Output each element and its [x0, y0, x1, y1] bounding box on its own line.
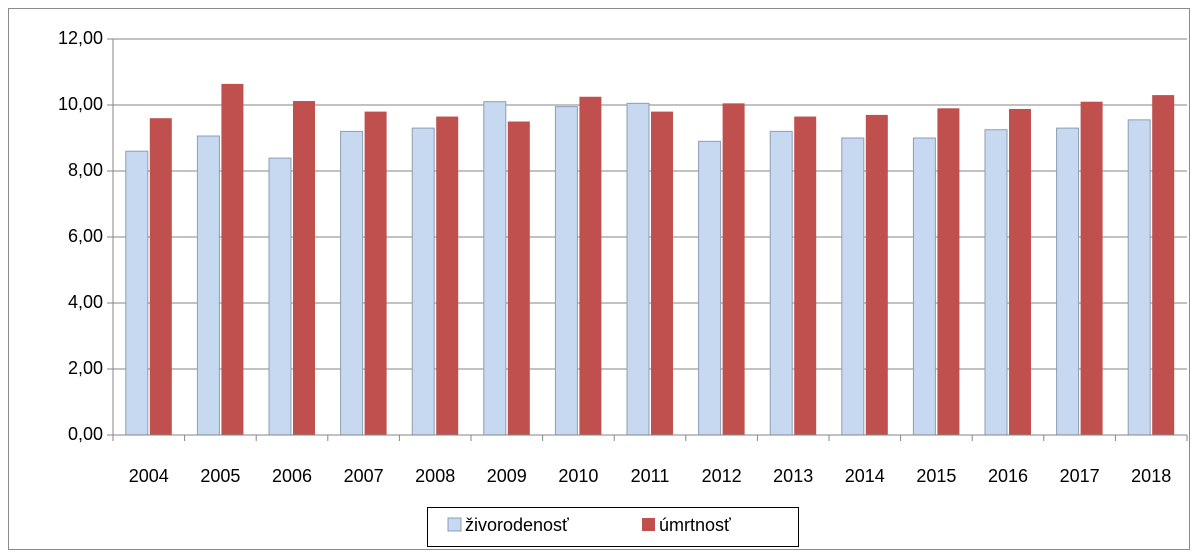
bar: [698, 140, 722, 436]
bar: [841, 137, 865, 436]
x-tick-label: 2007: [344, 466, 384, 486]
bar: [626, 102, 650, 436]
y-tick-label: 4,00: [68, 292, 103, 312]
bar: [483, 101, 507, 436]
x-tick-label: 2017: [1060, 466, 1100, 486]
bar: [937, 108, 960, 436]
bar: [1056, 127, 1080, 436]
bar: [984, 129, 1008, 436]
bar: [794, 116, 817, 436]
bar: [436, 116, 459, 436]
x-tick-label: 2011: [631, 466, 670, 486]
bar: [1009, 108, 1031, 436]
y-tick-label: 6,00: [68, 226, 103, 246]
bar: [722, 103, 745, 435]
bar: [149, 118, 172, 435]
x-tick-label: 2008: [415, 466, 455, 486]
legend-swatch: [447, 517, 462, 532]
x-tick-label: 2005: [200, 466, 240, 486]
bar: [340, 130, 364, 436]
y-tick-label: 12,00: [58, 28, 103, 48]
legend-label: úmrtnosť: [659, 515, 731, 535]
bar: [221, 83, 244, 435]
x-tick-label: 2010: [558, 466, 598, 486]
bar: [912, 137, 936, 436]
bar: [769, 130, 793, 436]
bar: [125, 150, 149, 436]
legend-swatch: [642, 518, 655, 531]
bar: [1127, 119, 1151, 436]
bar: [1152, 95, 1175, 435]
y-tick-label: 0,00: [68, 424, 103, 444]
bar: [196, 135, 220, 436]
bar: [268, 157, 292, 436]
bar: [411, 127, 435, 436]
legend-box: [427, 507, 799, 547]
x-tick-label: 2016: [988, 466, 1028, 486]
bar: [364, 111, 387, 435]
x-tick-label: 2009: [487, 466, 527, 486]
x-tick-label: 2006: [272, 466, 312, 486]
bar: [554, 106, 578, 436]
x-tick-label: 2014: [845, 466, 885, 486]
bar: [293, 101, 315, 435]
bar: [865, 114, 888, 436]
y-tick-label: 8,00: [68, 160, 103, 180]
x-tick-label: 2004: [129, 466, 169, 486]
legend-label: živorodenosť: [465, 515, 569, 535]
x-tick-label: 2012: [702, 466, 742, 486]
x-tick-label: 2013: [773, 466, 813, 486]
bar: [1080, 101, 1103, 435]
bar: [507, 121, 530, 435]
bar: [579, 96, 602, 435]
x-tick-label: 2015: [916, 466, 956, 486]
y-tick-label: 10,00: [58, 94, 103, 114]
y-tick-label: 2,00: [68, 358, 103, 378]
x-tick-label: 2018: [1131, 466, 1171, 486]
bar: [651, 111, 673, 435]
